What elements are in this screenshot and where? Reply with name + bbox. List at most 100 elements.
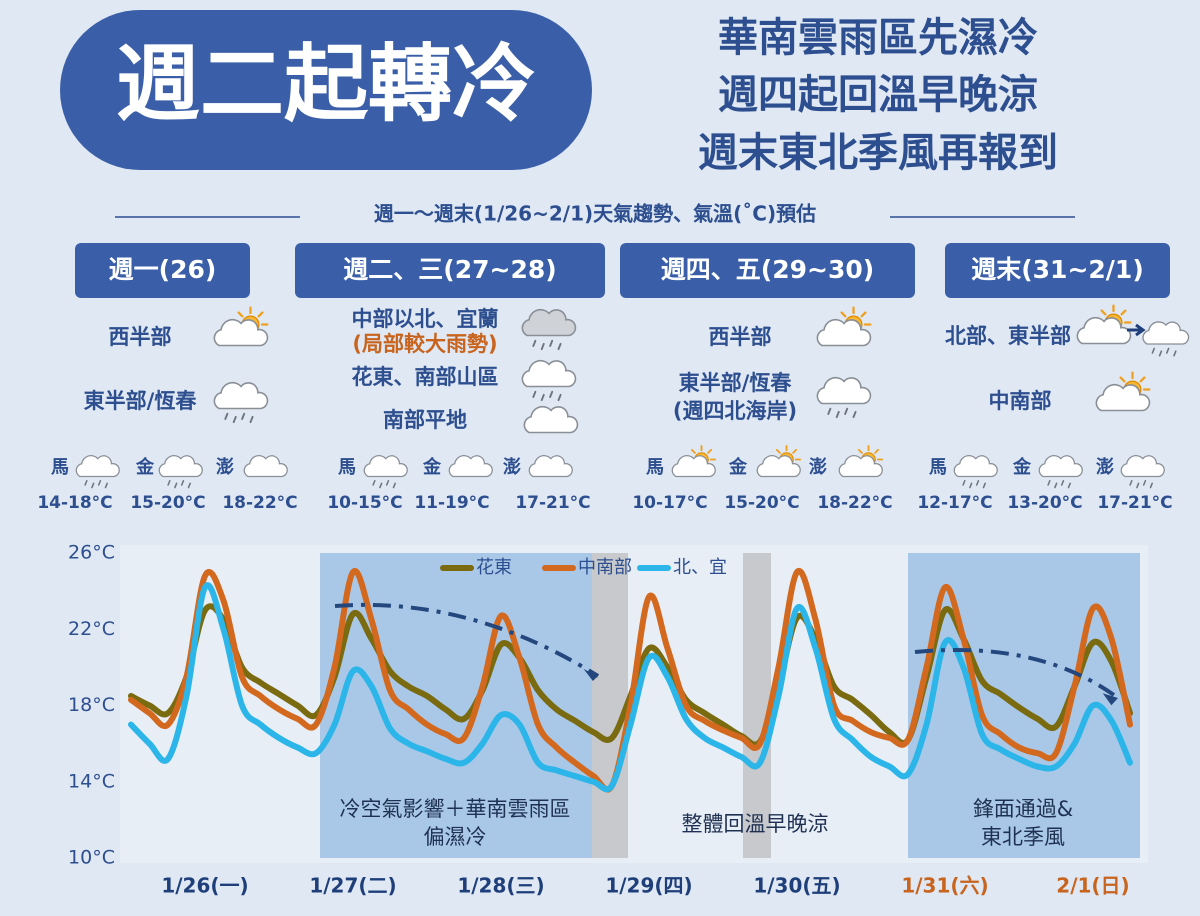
rain-drop bbox=[1067, 482, 1071, 489]
x-tick-label: 1/30(五) bbox=[753, 874, 840, 898]
annotation: 冷空氣影響＋華南雲雨區 bbox=[340, 797, 571, 821]
rain-drop bbox=[232, 415, 237, 424]
legend-label: 花東 bbox=[476, 557, 512, 578]
badge-pill bbox=[60, 10, 592, 170]
cloud bbox=[75, 455, 120, 478]
region-name: 中南部 bbox=[989, 389, 1052, 413]
weather-icon bbox=[158, 455, 203, 489]
weather-icon bbox=[213, 381, 269, 424]
sun-ray bbox=[775, 448, 781, 454]
panel-header bbox=[295, 243, 605, 298]
island-temp: 11-19°C bbox=[414, 493, 489, 513]
rain-drop bbox=[844, 407, 849, 415]
weather-icon bbox=[363, 455, 408, 489]
headline: 週四起回溫早晚涼 bbox=[718, 72, 1038, 118]
region-name: 中部以北、宜蘭 bbox=[352, 307, 499, 331]
rain-drop bbox=[84, 479, 88, 486]
island-temp: 18-22°C bbox=[817, 493, 892, 513]
rain-drop bbox=[224, 412, 229, 420]
y-tick-label: 10°C bbox=[68, 847, 115, 869]
panel-header bbox=[75, 243, 250, 298]
weather-icon bbox=[756, 444, 802, 478]
cloud bbox=[158, 455, 203, 478]
weather-icon bbox=[1076, 304, 1132, 345]
sun-ray bbox=[707, 448, 713, 454]
sun-ray bbox=[857, 448, 863, 454]
weather-icon bbox=[1095, 371, 1151, 412]
weather-icon bbox=[521, 359, 577, 402]
sun-ray bbox=[874, 448, 880, 454]
island-name: 澎 bbox=[216, 456, 234, 478]
y-tick-label: 18°C bbox=[68, 694, 115, 716]
weather-icon bbox=[816, 376, 872, 419]
annotation: 偏濕冷 bbox=[424, 825, 487, 849]
weather-icon bbox=[671, 444, 717, 478]
weather-icon bbox=[243, 455, 288, 478]
region-name: 東半部/恆春 bbox=[679, 371, 793, 395]
cloud bbox=[1038, 455, 1083, 478]
legend-label: 中南部 bbox=[578, 557, 632, 578]
rain-drop bbox=[379, 482, 383, 489]
rain-drop bbox=[549, 390, 554, 398]
island-temp: 17-21°C bbox=[515, 493, 590, 513]
x-tick-label: 1/29(四) bbox=[605, 874, 692, 898]
annotation: 東北季風 bbox=[981, 825, 1065, 849]
cloud bbox=[523, 405, 579, 434]
island-temp: 15-20°C bbox=[724, 493, 799, 513]
sun-ray bbox=[840, 311, 847, 318]
region-name: 北部、東半部 bbox=[945, 324, 1071, 348]
island-name: 金 bbox=[422, 456, 442, 478]
island-name: 金 bbox=[135, 456, 155, 478]
rain-drop bbox=[385, 479, 390, 486]
island-name: 馬 bbox=[929, 457, 947, 478]
transition-band bbox=[592, 553, 628, 858]
region-name: 南部平地 bbox=[383, 408, 467, 432]
panel-header bbox=[620, 243, 915, 298]
rain-drop bbox=[97, 479, 102, 486]
cloud bbox=[1095, 383, 1151, 412]
region-note: (週四北海岸) bbox=[673, 399, 797, 423]
sun-ray bbox=[1139, 376, 1146, 383]
rain-drop bbox=[827, 407, 832, 415]
x-tick-label: 2/1(日) bbox=[1056, 874, 1129, 898]
x-tick-label: 1/28(三) bbox=[457, 874, 544, 898]
cloud bbox=[953, 455, 998, 478]
cloud bbox=[528, 455, 573, 478]
rain-drop bbox=[1142, 479, 1147, 486]
rain-drop bbox=[1060, 479, 1065, 486]
rain-drop bbox=[249, 415, 254, 424]
island-name: 馬 bbox=[338, 457, 356, 478]
rain-drop bbox=[1136, 482, 1140, 489]
rain-drop bbox=[532, 339, 537, 347]
badge-text: 週二起轉冷 bbox=[116, 35, 536, 133]
island-name: 馬 bbox=[51, 457, 69, 478]
rain-drop bbox=[962, 479, 966, 486]
rain-drop bbox=[540, 393, 545, 402]
rain-drop bbox=[549, 339, 554, 347]
x-tick-label: 1/27(二) bbox=[309, 874, 396, 898]
island-name: 馬 bbox=[646, 457, 664, 478]
rain-drop bbox=[540, 342, 545, 351]
trend-arrow bbox=[1127, 323, 1146, 337]
weather-icon bbox=[448, 455, 493, 478]
sun-ray bbox=[1120, 309, 1127, 316]
panel-title: 週一(26) bbox=[109, 255, 217, 284]
sun-ray bbox=[1100, 309, 1107, 316]
island-name: 澎 bbox=[809, 456, 827, 478]
temperature-line bbox=[128, 567, 1133, 793]
cloud bbox=[1120, 455, 1165, 478]
rain-drop bbox=[982, 482, 986, 489]
sun-ray bbox=[690, 448, 696, 454]
rain-drop bbox=[557, 393, 562, 402]
rain-drop bbox=[1173, 350, 1177, 357]
y-tick-label: 14°C bbox=[68, 770, 115, 792]
region-name: 西半部 bbox=[109, 325, 172, 349]
panel-header bbox=[945, 243, 1170, 298]
cloud bbox=[816, 318, 872, 347]
headline: 華南雲雨區先濕冷 bbox=[718, 15, 1038, 61]
weather-icon bbox=[528, 455, 573, 478]
weather-icon bbox=[1038, 455, 1083, 489]
cloud bbox=[838, 455, 883, 478]
y-tick-label: 26°C bbox=[68, 542, 115, 564]
island-name: 澎 bbox=[503, 456, 521, 478]
